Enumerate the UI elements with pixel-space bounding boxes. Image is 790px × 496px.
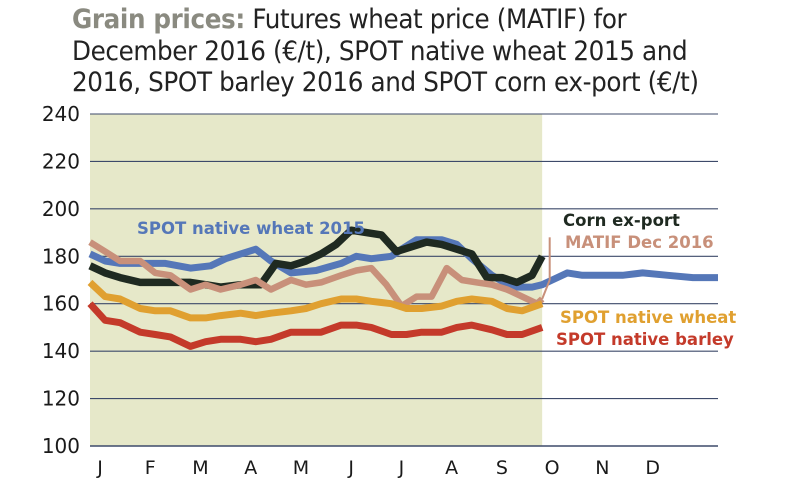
x-tick-label: D (645, 457, 660, 479)
y-tick-label: 120 (42, 387, 80, 411)
x-tick-label: J (398, 457, 405, 479)
grid-lines (90, 113, 718, 447)
x-tick-label: F (145, 457, 156, 479)
series-lines (87, 226, 718, 350)
x-tick-label: J (347, 457, 354, 479)
y-tick-label: 100 (42, 434, 80, 458)
matif-callout (541, 237, 551, 300)
x-tick-label: A (445, 457, 458, 479)
y-tick-label: 200 (42, 197, 80, 221)
x-tick-label: N (595, 457, 609, 479)
y-tick-label: 220 (42, 149, 80, 173)
y-tick-label: 240 (42, 102, 80, 126)
chart-title: Grain prices: Futures wheat price (MATIF… (72, 4, 734, 99)
y-tick-label: 180 (42, 244, 80, 268)
matif-callout-line (541, 279, 551, 300)
series-label-corn-ex-port: Corn ex-port (563, 211, 680, 230)
y-tick-label: 160 (42, 292, 80, 316)
x-tick-label: J (96, 457, 103, 479)
series-line-matif-dec-2016 (88, 239, 545, 310)
series-line-spot-native-barley (87, 301, 544, 350)
series-label-spot-native-wheat: SPOT native wheat (560, 308, 736, 327)
y-tick-label: 140 (42, 339, 80, 363)
x-tick-label: A (244, 457, 257, 479)
series-labels: SPOT native wheat 2015 Corn ex-port MATIF … (137, 211, 736, 349)
x-tick-label: S (496, 457, 508, 479)
x-tick-label: M (293, 457, 309, 479)
x-tick-label: O (545, 457, 560, 479)
x-tick-label: M (192, 457, 208, 479)
series-label-spot-native-barley: SPOT native barley (556, 330, 734, 349)
chart-title-lead: Grain prices: (72, 4, 245, 35)
series-label-matif-dec-2016: MATIF Dec 2016 (565, 233, 714, 252)
series-line-spot-native-wheat (87, 279, 544, 322)
y-axis: 100 120 140 160 180 200 220 240 (42, 102, 80, 458)
chart-title-text: Futures wheat price (MATIF) for December… (72, 4, 699, 98)
series-label-spot-native-wheat-2015: SPOT native wheat 2015 (137, 219, 365, 238)
